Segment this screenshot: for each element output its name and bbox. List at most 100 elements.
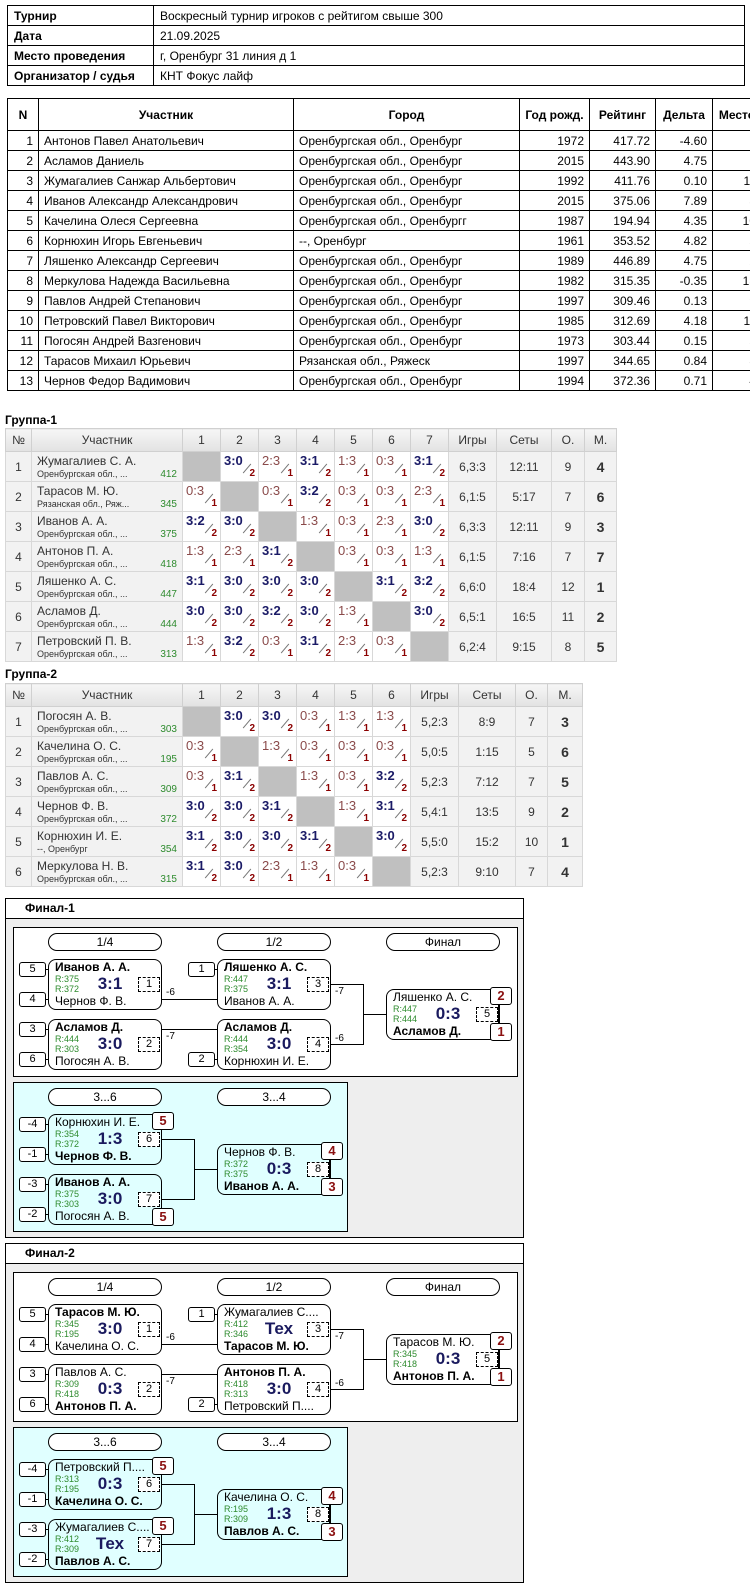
match-score: 0:3 — [435, 1349, 461, 1368]
match-score: 3:0 — [262, 573, 281, 588]
table-cell: 194.94 — [589, 210, 656, 231]
place-box: 3 — [321, 1523, 343, 1541]
table-cell: 13 — [712, 270, 750, 291]
match-points: 2 — [249, 468, 255, 479]
match-points: 2 — [325, 498, 331, 509]
table-cell: 1994 — [519, 370, 590, 391]
match-result-cell: 3:0 2 — [220, 856, 259, 887]
match-points: 1 — [325, 723, 331, 734]
match-result-cell: 3:1 2 — [296, 631, 335, 662]
match-number: 7 — [138, 1537, 160, 1552]
player-top-rating: R:447 — [393, 1004, 418, 1014]
group-row: 7 Петровский П. В. Оренбургская обл., ... 3… — [5, 631, 617, 662]
match-score: 3:0 — [266, 1034, 292, 1053]
match-points: 1 — [401, 558, 407, 569]
diagonal-cell — [334, 571, 373, 602]
match-score: 0:3 — [338, 738, 357, 753]
place: 5 — [547, 766, 583, 797]
match-score: 1:3 — [338, 798, 357, 813]
match-result-cell: 0:3 1 — [334, 736, 373, 767]
table-cell: 11 — [7, 330, 39, 351]
match-box: Петровский П.... R:313 R:195 Качелина О. С.… — [48, 1459, 162, 1510]
column-header: Участник — [38, 98, 294, 131]
info-row: Организатор / судья КНТ Фокус лайф — [7, 65, 745, 86]
match-result-cell: 2:3 1 — [410, 481, 449, 512]
table-cell: Жумагалиев Санжар Альбертович — [38, 170, 294, 191]
match-result-cell: 0:3 1 — [334, 766, 373, 797]
match-points: 2 — [325, 588, 331, 599]
player-top-rating: R:345 — [393, 1349, 418, 1359]
table-cell: 11 — [712, 310, 750, 331]
column-header: 5 — [334, 428, 373, 452]
match-score: 0:3 — [338, 768, 357, 783]
participant-rating: 447 — [160, 589, 177, 600]
table-cell: 315.35 — [589, 270, 656, 291]
table-cell: 411.76 — [589, 170, 656, 191]
match-points: 2 — [325, 648, 331, 659]
match-number: 8 — [307, 1162, 329, 1177]
participant-cell: Корнюхин И. Е. --, Оренбург 354 — [31, 826, 183, 857]
participant-region: --, Оренбург — [37, 844, 88, 854]
table-cell: 5 — [712, 230, 750, 251]
match-points: 2 — [249, 783, 255, 794]
match-box: Тарасов М. Ю. R:345 R:195 Качелина О. С. 3:0… — [48, 1304, 162, 1355]
seed-connector — [46, 1029, 49, 1030]
info-row: Дата 21.09.2025 — [7, 25, 745, 46]
table-cell: 0.13 — [655, 290, 713, 311]
table-cell: Оренбургская обл., Оренбург — [293, 290, 520, 311]
player-bottom-name: Погосян А. В. — [55, 1055, 130, 1068]
place-connector — [498, 1350, 499, 1368]
participant-cell: Погосян А. В. Оренбургская обл., ... 303 — [31, 706, 183, 737]
row-number: 2 — [5, 481, 32, 512]
match-number: 4 — [307, 1037, 329, 1052]
participant-cell: Меркулова Н. В. Оренбургская обл., ... 315 — [31, 856, 183, 887]
match-score: 3:1 — [97, 974, 123, 993]
match-result-cell: 0:3 1 — [334, 511, 373, 542]
seed-connector — [46, 1344, 49, 1345]
match-number: 5 — [476, 1352, 498, 1367]
round-label: 3...6 — [48, 1088, 162, 1106]
column-header: 1 — [182, 428, 221, 452]
column-header: Город — [293, 98, 520, 131]
player-top-rating: R:447 — [224, 974, 249, 984]
match-points: 2 — [211, 618, 217, 629]
player-bottom-name: Павлов А. С. — [224, 1525, 300, 1538]
column-header: Участник — [31, 683, 183, 707]
table-cell: 5 — [7, 210, 39, 231]
match-result-cell: 0:3 1 — [372, 451, 411, 482]
match-result-cell: 3:0 2 — [220, 826, 259, 857]
round-label: Финал — [386, 933, 500, 951]
place-connector — [329, 1160, 330, 1178]
loser-destination: -7 — [335, 986, 344, 997]
group-row: 5 Корнюхин И. Е. --, Оренбург 354 3:1 2 3:0 2 3:… — [5, 826, 583, 857]
match-points: 1 — [249, 558, 255, 569]
table-cell: 0.15 — [655, 330, 713, 351]
player-bottom-rating: R:372 — [55, 984, 80, 994]
match-result-cell: 3:2 2 — [372, 766, 411, 797]
participant-name: Павлов А. С. — [37, 769, 109, 783]
seed-connector — [46, 1314, 49, 1315]
player-bottom-name: Павлов А. С. — [55, 1555, 131, 1568]
match-result-cell: 0:3 1 — [372, 541, 411, 572]
diagonal-cell — [372, 601, 411, 632]
table-cell: 4.75 — [655, 150, 713, 171]
participant-region: Оренбургская обл., ... — [37, 619, 128, 629]
match-result-cell: 3:1 2 — [258, 796, 297, 827]
match-points: 1 — [439, 558, 445, 569]
table-cell: 375.06 — [589, 190, 656, 211]
match-score: Тех — [264, 1319, 294, 1338]
participant-cell: Чернов Ф. В. Оренбургская обл., ... 372 — [31, 796, 183, 827]
points: 9 — [551, 511, 585, 542]
player-bottom-name: Антонов П. А. — [55, 1400, 137, 1413]
match-points: 2 — [211, 873, 217, 884]
info-value: КНТ Фокус лайф — [153, 65, 745, 86]
info-label: Дата — [7, 25, 154, 46]
player-top-name: Жумагалиев С.... — [224, 1306, 319, 1319]
seed-connector — [46, 1404, 49, 1405]
tournament-info-table: Турнир Воскресный турнир игроков с рейтиг… — [7, 5, 745, 86]
table-cell: Оренбургская обл., Оренбург — [293, 250, 520, 271]
match-points: 2 — [439, 528, 445, 539]
match-result-cell: 3:0 2 — [372, 826, 411, 857]
table-cell: 1997 — [519, 290, 590, 311]
player-bottom-rating: R:195 — [55, 1329, 80, 1339]
